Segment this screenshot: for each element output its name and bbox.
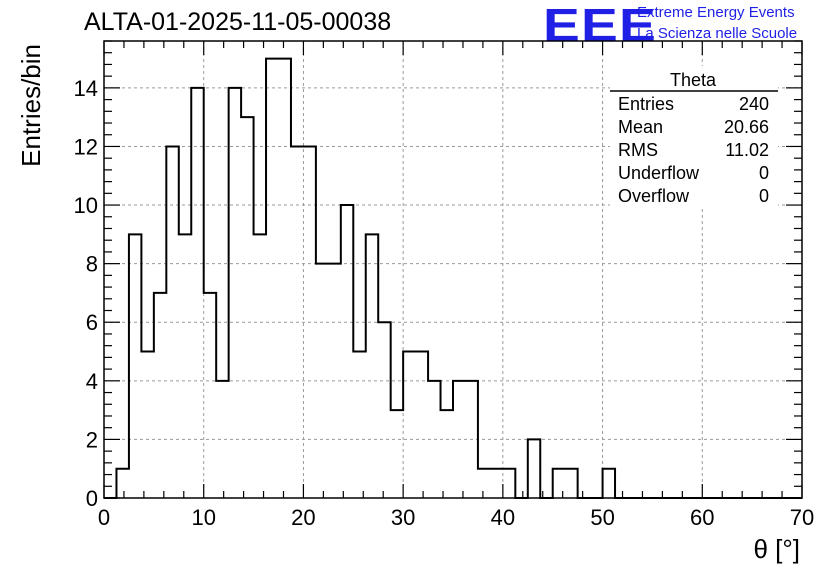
x-tick-label: 50 bbox=[590, 505, 614, 530]
stats-box: Theta Entries 240 Mean 20.66 RMS 11.02 Underfl… bbox=[610, 66, 778, 208]
y-tick-label: 10 bbox=[74, 193, 98, 218]
x-tick-label: 30 bbox=[391, 505, 415, 530]
stats-row-value: 11.02 bbox=[725, 140, 769, 160]
stats-row-label: RMS bbox=[618, 140, 658, 160]
y-tick-label: 4 bbox=[86, 369, 98, 394]
x-axis-title: θ [°] bbox=[753, 534, 800, 564]
page-title: ALTA-01-2025-11-05-00038 bbox=[84, 8, 392, 36]
eee-logo-line2: La Scienza nelle Scuole bbox=[637, 25, 798, 42]
x-tick-label: 10 bbox=[191, 505, 215, 530]
stats-row-label: Underflow bbox=[618, 163, 700, 183]
plot-frame bbox=[103, 40, 803, 499]
stats-box-background bbox=[610, 66, 778, 208]
stats-row-value: 240 bbox=[739, 94, 769, 114]
y-tick-label: 6 bbox=[86, 310, 98, 335]
tick-labels: 0 10 20 30 40 50 60 70 0 2 4 6 8 10 12 14 bbox=[74, 76, 815, 530]
y-tick-label: 0 bbox=[86, 486, 98, 511]
axis-ticks bbox=[103, 40, 803, 499]
x-tick-label: 60 bbox=[690, 505, 714, 530]
y-tick-label: 8 bbox=[86, 252, 98, 277]
eee-logo-line1: Extreme Energy Events bbox=[637, 4, 795, 21]
x-tick-label: 70 bbox=[790, 505, 814, 530]
x-tick-label: 40 bbox=[491, 505, 515, 530]
stats-row-label: Mean bbox=[618, 117, 663, 137]
stats-row-value: 20.66 bbox=[724, 117, 769, 137]
stats-rows: Entries 240 Mean 20.66 RMS 11.02 Underflow 0 Ove… bbox=[618, 94, 769, 206]
y-tick-label: 2 bbox=[86, 427, 98, 452]
stats-row-value: 0 bbox=[759, 163, 769, 183]
stats-row-label: Overflow bbox=[618, 186, 690, 206]
y-axis-title: Entries/bin bbox=[16, 44, 46, 167]
eee-logo: EEE bbox=[543, 0, 658, 51]
grid-lines bbox=[104, 41, 802, 498]
x-tick-label: 0 bbox=[98, 505, 110, 530]
y-tick-label: 12 bbox=[74, 134, 98, 159]
y-tick-label: 14 bbox=[74, 76, 98, 101]
stats-title: Theta bbox=[670, 70, 717, 90]
x-tick-label: 20 bbox=[291, 505, 315, 530]
stats-row-value: 0 bbox=[759, 186, 769, 206]
stats-row-label: Entries bbox=[618, 94, 674, 114]
